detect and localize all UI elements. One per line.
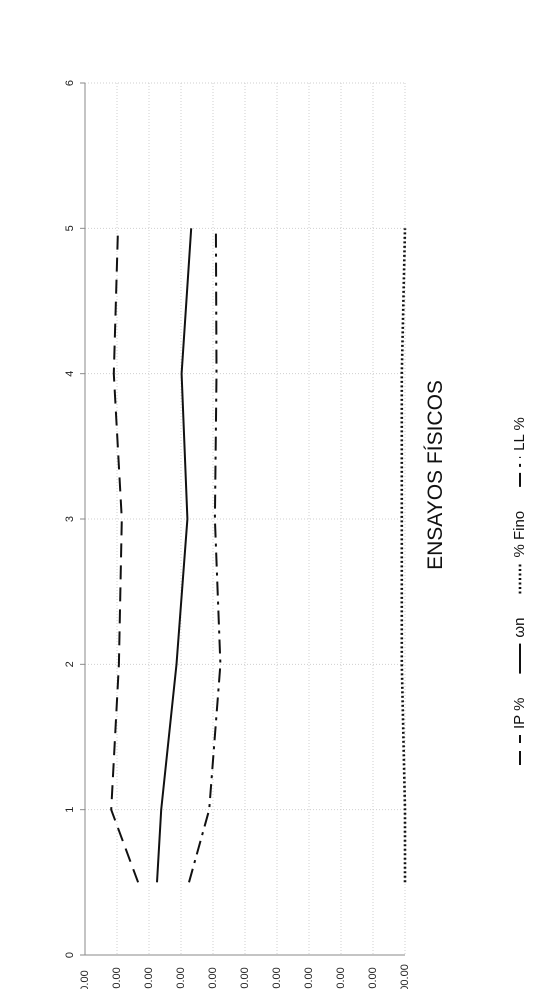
y-tick-label: 90.00 [367,967,379,989]
x-tick-label: 0 [64,952,76,958]
series-line [110,228,140,883]
x-tick-label: 2 [64,661,76,667]
y-tick-label: 60.00 [271,967,283,989]
chart-title: ENSAYOS FÍSICOS [424,380,447,570]
legend-label: ωn [511,618,528,638]
legend-label: IP % [511,698,528,729]
y-tick-label: 80.00 [335,967,347,989]
series-line [188,228,222,883]
y-tick-label: 70.00 [303,967,315,989]
legend: IP % ωn % Fino LL % [511,417,528,765]
x-tick-label: 1 [64,807,76,813]
x-tick-label: 4 [64,371,76,377]
x-tick-label: 5 [64,225,76,231]
series-lines [110,228,407,883]
y-tick-label: 50.00 [239,967,251,989]
y-tick-label: 10.00 [111,967,123,989]
y-tick-label: 0.00 [79,970,91,989]
legend-label: % Fino [511,511,528,558]
y-tick-label: 20.00 [143,967,155,989]
y-tick-label: 30.00 [175,967,187,989]
series-line [400,228,407,883]
legend-label: LL % [511,417,528,451]
series-line [156,228,193,883]
grid [85,82,406,955]
x-tick-label: 6 [64,80,76,86]
y-tick-label: 100.00 [399,964,411,989]
x-tick-label: 3 [64,516,76,522]
y-tick-label: 40.00 [207,967,219,989]
